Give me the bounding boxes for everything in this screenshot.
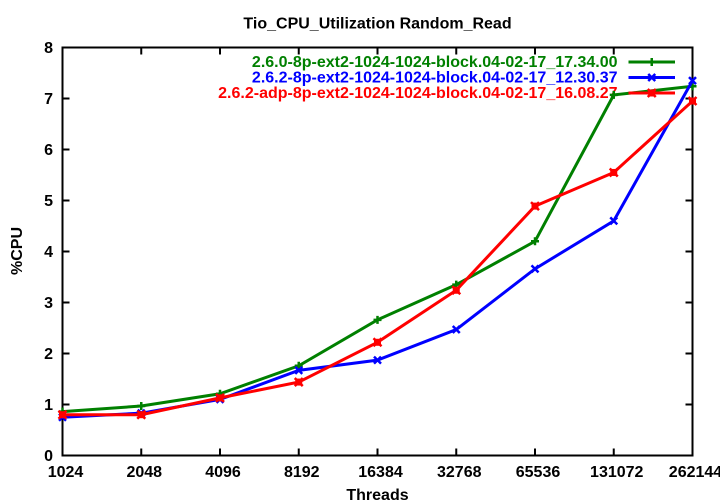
svg-text:262144: 262144 — [669, 464, 720, 481]
svg-text:8: 8 — [44, 40, 53, 57]
svg-text:1024: 1024 — [48, 464, 84, 481]
svg-text:4096: 4096 — [205, 464, 241, 481]
svg-text:3: 3 — [44, 295, 53, 312]
svg-text:32768: 32768 — [437, 464, 482, 481]
svg-text:16384: 16384 — [358, 464, 403, 481]
svg-text:Threads: Threads — [346, 487, 408, 504]
svg-text:1: 1 — [44, 397, 53, 414]
svg-text:7: 7 — [44, 91, 53, 108]
svg-text:%CPU: %CPU — [9, 227, 26, 275]
svg-text:8192: 8192 — [284, 464, 320, 481]
svg-text:5: 5 — [44, 193, 53, 210]
svg-text:2048: 2048 — [126, 464, 162, 481]
svg-text:Tio_CPU_Utilization Random_Rea: Tio_CPU_Utilization Random_Read — [243, 15, 511, 32]
svg-text:2: 2 — [44, 346, 53, 363]
svg-text:65536: 65536 — [516, 464, 561, 481]
svg-text:2.6.2-adp-8p-ext2-1024-1024-bl: 2.6.2-adp-8p-ext2-1024-1024-block.04-02-… — [218, 85, 617, 102]
svg-text:131072: 131072 — [590, 464, 643, 481]
svg-text:2.6.0-8p-ext2-1024-1024-block.: 2.6.0-8p-ext2-1024-1024-block.04-02-17_1… — [252, 54, 618, 71]
svg-text:2.6.2-8p-ext2-1024-1024-block.: 2.6.2-8p-ext2-1024-1024-block.04-02-17_1… — [252, 70, 618, 87]
svg-text:6: 6 — [44, 142, 53, 159]
svg-text:4: 4 — [44, 244, 53, 261]
svg-text:0: 0 — [44, 448, 53, 465]
